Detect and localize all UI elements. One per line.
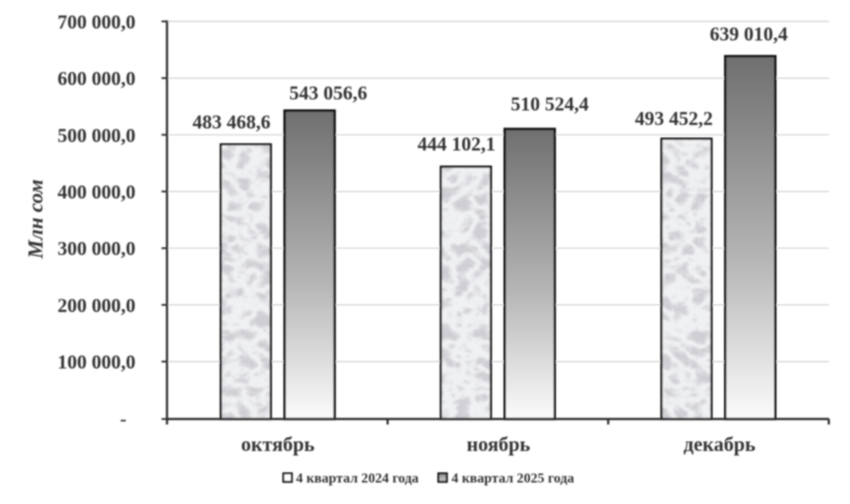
svg-text:639 010,4: 639 010,4 — [710, 25, 788, 46]
svg-text:декабрь: декабрь — [684, 434, 756, 456]
svg-text:400 000,0: 400 000,0 — [58, 183, 136, 204]
svg-text:500 000,0: 500 000,0 — [58, 126, 136, 147]
svg-text:493 452,2: 493 452,2 — [635, 109, 713, 130]
svg-text:4 квартал 2024 года: 4 квартал 2024 года — [296, 470, 419, 485]
svg-text:543 056,6: 543 056,6 — [289, 83, 367, 104]
svg-text:100 000,0: 100 000,0 — [58, 353, 136, 374]
svg-text:ноябрь: ноябрь — [467, 434, 531, 456]
svg-text:510 524,4: 510 524,4 — [511, 94, 589, 115]
svg-text:200 000,0: 200 000,0 — [58, 296, 136, 317]
svg-text:444 102,1: 444 102,1 — [418, 134, 496, 155]
svg-text:600 000,0: 600 000,0 — [58, 69, 136, 90]
svg-text:483 468,6: 483 468,6 — [193, 112, 271, 133]
svg-text:октябрь: октябрь — [241, 434, 315, 456]
svg-text:4 квартал 2025 года: 4 квартал 2025 года — [452, 470, 575, 485]
svg-text:700 000,0: 700 000,0 — [58, 12, 136, 33]
svg-text:300 000,0: 300 000,0 — [58, 239, 136, 260]
svg-text:Млн сом: Млн сом — [24, 179, 48, 259]
svg-text:-: - — [120, 410, 127, 431]
